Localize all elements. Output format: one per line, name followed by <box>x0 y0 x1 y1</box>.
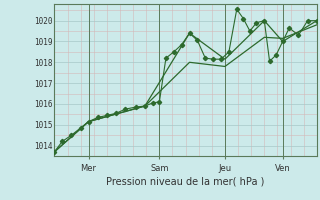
X-axis label: Pression niveau de la mer( hPa ): Pression niveau de la mer( hPa ) <box>107 177 265 187</box>
